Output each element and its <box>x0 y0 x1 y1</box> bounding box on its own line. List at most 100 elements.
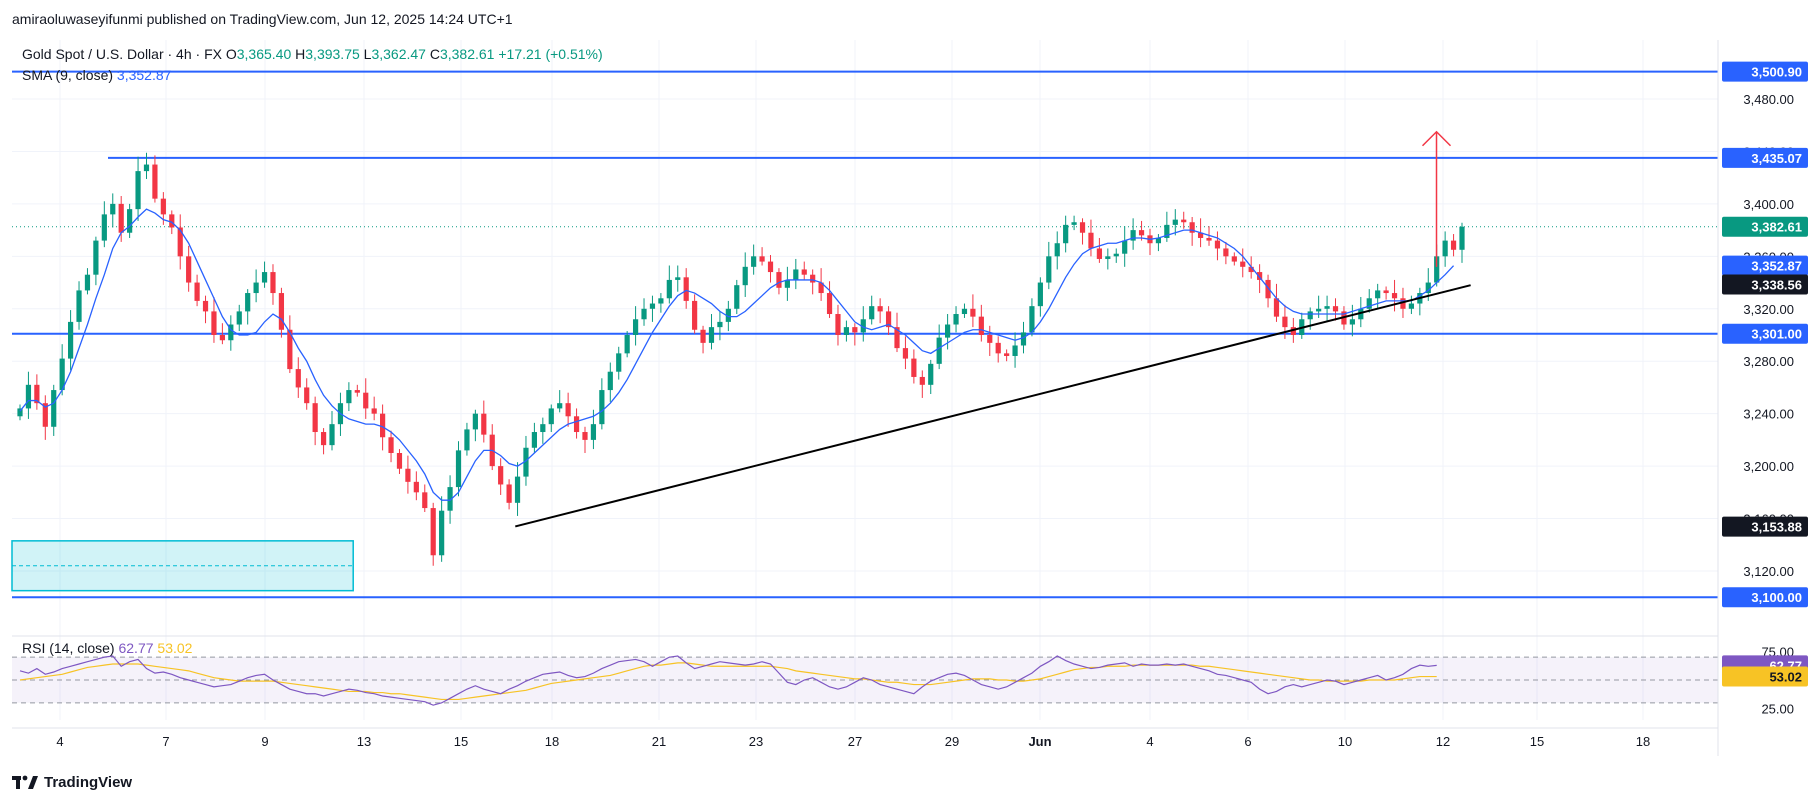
low-label: L <box>363 46 372 62</box>
candle-body <box>1223 248 1229 257</box>
x-tick-label: 7 <box>162 734 169 749</box>
candle-body <box>734 285 740 309</box>
candle-body <box>953 314 959 325</box>
rsi-ma-axis-label: 53.02 <box>1769 670 1802 685</box>
candle-body <box>422 492 428 509</box>
candle-body <box>1122 240 1128 254</box>
grid <box>12 40 1718 720</box>
rsi-value: 62.77 <box>118 640 154 656</box>
candle-body <box>1181 219 1187 223</box>
price-label: 3,100.00 <box>1751 590 1802 605</box>
candle-body <box>835 314 841 335</box>
candle-body <box>658 298 664 304</box>
candle-body <box>59 358 65 391</box>
candle-body <box>1332 306 1339 312</box>
candle-body <box>700 329 706 343</box>
candle-body <box>312 403 318 433</box>
candle-body <box>1459 226 1465 250</box>
candle-body <box>160 198 166 215</box>
candle-body <box>253 282 259 294</box>
candle-body <box>1172 219 1178 225</box>
candle-body <box>447 487 453 511</box>
candles <box>17 152 1465 566</box>
open-label: O <box>225 46 237 62</box>
candle-body <box>1391 293 1398 299</box>
tradingview-brand: TradingView <box>44 773 133 791</box>
rsi-ma-axis-label-bg <box>1722 666 1808 687</box>
candle-body <box>380 413 386 438</box>
y-tick-label: 3,400.00 <box>1743 197 1794 212</box>
candle-body <box>405 468 411 482</box>
candle-body <box>1004 353 1010 356</box>
candle-body <box>666 279 672 299</box>
candle-body <box>885 311 892 328</box>
candle-body <box>624 335 630 354</box>
candle-body <box>245 293 251 312</box>
candle-body <box>152 164 158 199</box>
y-tick-label: 3,200.00 <box>1743 459 1794 474</box>
candle-body <box>1231 256 1237 262</box>
rsi-line <box>19 655 1437 706</box>
candle-body <box>1096 248 1102 259</box>
candle-body <box>481 413 487 435</box>
candle-body <box>826 293 833 315</box>
tradingview-logo-icon <box>12 775 38 789</box>
candle-body <box>1442 240 1448 257</box>
candle-body <box>902 348 909 359</box>
candle-body <box>1282 316 1288 328</box>
price-label: 3,382.61 <box>1751 220 1802 235</box>
candle-body <box>329 424 335 446</box>
price-label: 3,500.90 <box>1751 65 1802 80</box>
candle-body <box>1088 232 1094 249</box>
candle-body <box>1366 298 1372 309</box>
candle-body <box>961 308 968 315</box>
candle-body <box>430 508 436 556</box>
y-tick-label: 3,280.00 <box>1743 354 1794 369</box>
y-tick-label: 3,240.00 <box>1743 407 1794 422</box>
rsi-tick-label: 25.00 <box>1761 702 1794 717</box>
candle-body <box>186 256 192 283</box>
candle-body <box>270 272 276 294</box>
trendline <box>515 284 1471 528</box>
candle-body <box>439 510 445 556</box>
candle-body <box>599 390 605 425</box>
candle-body <box>177 227 183 257</box>
candle-body <box>1400 298 1406 309</box>
candle-body <box>363 392 369 409</box>
candle-body <box>1375 290 1381 299</box>
candle-body <box>42 403 48 427</box>
x-tick-label: 12 <box>1436 734 1450 749</box>
x-tick-label: 27 <box>848 734 862 749</box>
candle-body <box>1012 345 1018 356</box>
candle-body <box>169 214 175 228</box>
sma-legend: SMA (9, close) 3,352.87 <box>22 67 171 83</box>
candle-body <box>388 437 394 453</box>
high-label: H <box>295 46 306 62</box>
candle-body <box>641 308 647 320</box>
price-legend: Gold Spot / U.S. Dollar · 4h · FX O3,365… <box>22 46 603 62</box>
target-arrow-head <box>1421 130 1452 147</box>
tradingview-footer[interactable]: TradingView <box>12 773 132 791</box>
candle-body <box>304 387 310 404</box>
price-label: 3,301.00 <box>1751 327 1802 342</box>
candle-body <box>978 316 984 335</box>
candle-body <box>1349 319 1355 325</box>
rsi-legend: RSI (14, close) 62.77 53.02 <box>22 640 192 656</box>
price-label: 3,352.87 <box>1751 259 1802 274</box>
candle-body <box>67 321 74 359</box>
x-tick-label: 9 <box>261 734 268 749</box>
candle-body <box>1105 256 1111 259</box>
candle-body <box>894 327 900 349</box>
publisher-caption: amiraoluwaseyifunmi published on Trading… <box>12 11 513 27</box>
candle-body <box>928 363 934 385</box>
x-tick-label: 23 <box>749 734 763 749</box>
x-tick-label: 4 <box>1146 734 1153 749</box>
candle-body <box>1358 308 1364 320</box>
candle-body <box>987 335 993 343</box>
candle-body <box>1214 240 1221 249</box>
price-label-bg <box>1722 274 1808 295</box>
candle-body <box>498 466 504 485</box>
price-label-bg <box>1722 323 1808 344</box>
candle-body <box>1164 224 1170 238</box>
